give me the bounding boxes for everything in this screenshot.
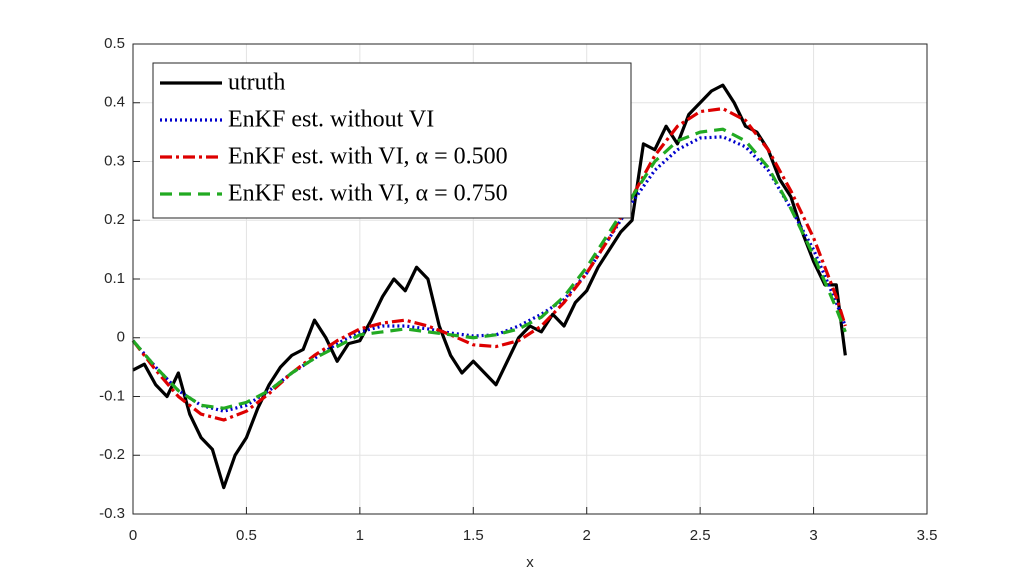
plot <box>131 83 847 490</box>
x-axis-label: x <box>526 554 534 571</box>
x-tick-label: 2 <box>583 527 591 544</box>
y-tick-label: 0 <box>117 329 125 346</box>
data-line <box>131 127 847 410</box>
y-tick-label: -0.2 <box>99 446 125 463</box>
x-tick-label: 1.5 <box>463 527 484 544</box>
x-tick-label: 0.5 <box>236 527 257 544</box>
y-tick-label: 0.1 <box>104 270 125 287</box>
y-tick-label: 0.2 <box>104 211 125 228</box>
data-line <box>131 135 847 413</box>
axes-box <box>132 43 928 515</box>
x-tick-label: 3.5 <box>917 527 938 544</box>
x-tick-label: 0 <box>129 527 137 544</box>
grid: 0 0.5 1 1.5 2 2.5 3 3.5 -0.3 -0.2 -0.1 0 0.1 0.2 0.3 0.… <box>99 35 937 544</box>
data-line <box>131 107 847 422</box>
x-tick-label: 1 <box>356 527 364 544</box>
x-tick-label: 3 <box>809 527 817 544</box>
legend-box <box>152 62 632 219</box>
y-tick-label: 0.5 <box>104 35 125 52</box>
legend-label: utruth <box>228 70 285 96</box>
data-line <box>132 83 847 490</box>
legend-label: EnKF est. without VI <box>228 107 434 133</box>
x-tick-label: 2.5 <box>690 527 711 544</box>
legend-label: EnKF est. with VI, α = 0.750 <box>228 181 508 207</box>
y-tick-label: 0.3 <box>104 152 125 169</box>
y-tick-label: -0.1 <box>99 387 125 404</box>
y-tick-label: 0.4 <box>104 94 125 111</box>
y-tick-label: -0.3 <box>99 505 125 522</box>
legend-label: EnKF est. with VI, α = 0.500 <box>228 144 508 170</box>
legend: utruth EnKF est. without VI EnKF est. with… <box>152 62 632 219</box>
